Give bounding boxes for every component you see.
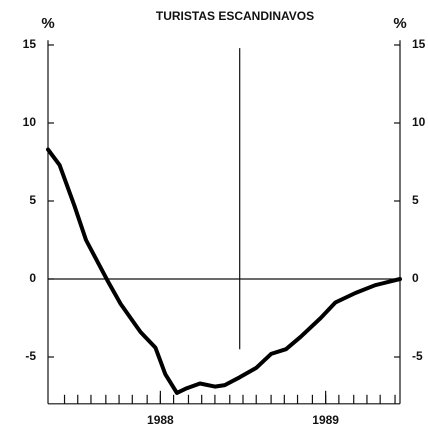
y2-tick-label: 0 [412,271,419,285]
y-tick-label: 5 [29,193,36,207]
y-tick-label: 0 [29,271,36,285]
y-tick-label: -5 [25,349,36,363]
y2-tick-label: 10 [412,115,426,129]
y2-tick-label: 15 [412,37,426,51]
x-tick-label: 1988 [147,413,174,427]
y-axis-label: % [41,15,54,32]
x-tick-label: 1989 [312,413,339,427]
data-line [46,147,402,395]
y-tick-label: 15 [23,37,37,51]
y-tick-label: 10 [23,115,37,129]
y2-tick-label: 5 [412,193,419,207]
chart-title: TURISTAS ESCANDINAVOS [156,9,314,23]
y2-axis-label: % [393,15,406,32]
y2-tick-label: -5 [412,349,423,363]
